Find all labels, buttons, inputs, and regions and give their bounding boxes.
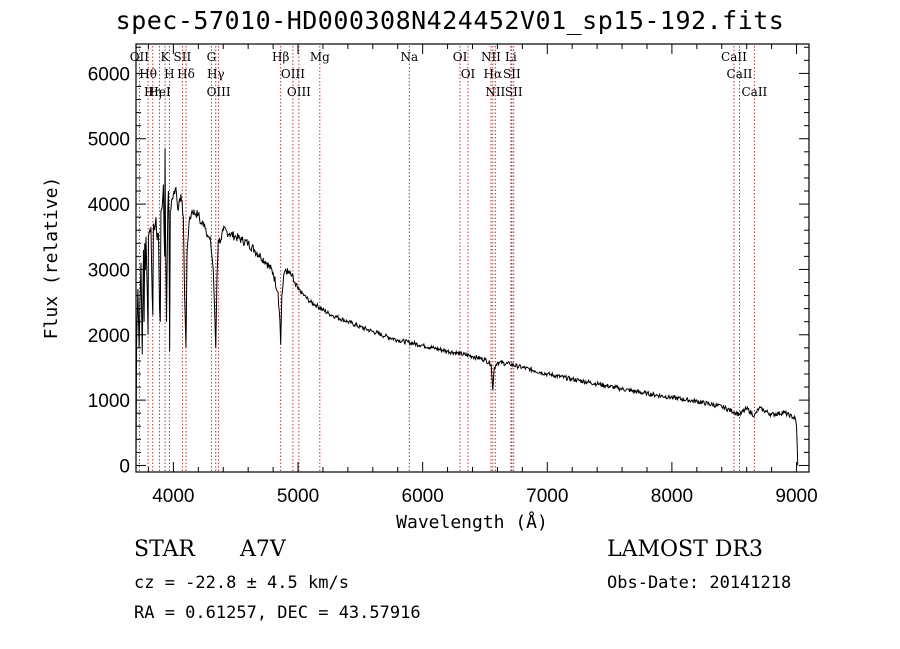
line-label: Hδ — [177, 67, 195, 81]
line-label: OI — [461, 67, 476, 81]
line-label: CaII — [721, 50, 747, 64]
survey-name: LAMOST DR3 — [607, 537, 763, 562]
y-tick-label: 5000 — [88, 130, 130, 151]
x-tick-label: 9000 — [775, 486, 817, 507]
line-label: NII — [485, 85, 505, 99]
line-label: G — [207, 50, 217, 64]
line-label: OIII — [287, 85, 311, 99]
line-label: CaII — [727, 67, 753, 81]
y-tick-label: 6000 — [88, 64, 130, 85]
line-label: Hθ — [139, 67, 157, 81]
line-label: SII — [505, 85, 523, 99]
line-label: HeI — [148, 85, 171, 99]
line-label: K — [161, 50, 171, 64]
line-label: NII — [481, 50, 501, 64]
y-axis-label: Flux (relative) — [41, 177, 62, 340]
x-axis-label: Wavelength (Å) — [396, 511, 548, 533]
y-tick-label: 0 — [119, 456, 130, 477]
line-label: OI — [453, 50, 468, 64]
ra-dec-coordinates: RA = 0.61257, DEC = 43.57916 — [134, 603, 421, 623]
redshift-cz: cz = -22.8 ± 4.5 km/s — [134, 573, 349, 593]
line-label: Mg — [310, 50, 330, 64]
line-label: OII — [130, 50, 150, 64]
line-label: SII — [503, 67, 521, 81]
x-tick-label: 4000 — [152, 486, 194, 507]
line-label: OIII — [281, 67, 305, 81]
axis-ticks: 4000 5000 6000 7000 8000 9000 0 1000 2000 3000 400… — [88, 44, 818, 507]
emission-line-markers — [138, 46, 755, 472]
line-label: Hα — [484, 67, 503, 81]
object-subclass: A7V — [240, 537, 286, 562]
x-tick-label: 6000 — [402, 486, 444, 507]
object-class: STAR — [134, 537, 195, 562]
line-label: Li — [505, 50, 517, 64]
y-tick-label: 1000 — [88, 391, 130, 412]
chart-title: spec-57010-HD000308N424452V01_sp15-192.f… — [115, 6, 785, 35]
line-label: OIII — [207, 85, 231, 99]
observation-date: Obs-Date: 20141218 — [607, 573, 792, 593]
x-tick-label: 5000 — [277, 486, 319, 507]
x-tick-label: 8000 — [651, 486, 693, 507]
plot-frame — [135, 43, 810, 473]
line-label: Na — [400, 50, 418, 64]
line-label: Hγ — [207, 67, 225, 81]
spectrum-series-line — [135, 148, 799, 466]
line-label: H — [164, 67, 174, 81]
line-label: SII — [174, 50, 192, 64]
y-tick-label: 4000 — [88, 195, 130, 216]
y-tick-label: 3000 — [88, 260, 130, 281]
y-tick-label: 2000 — [88, 326, 130, 347]
x-tick-label: 7000 — [526, 486, 568, 507]
line-label: CaII — [741, 85, 767, 99]
line-label: Hβ — [272, 50, 289, 64]
line-label: Hη — [144, 85, 162, 99]
